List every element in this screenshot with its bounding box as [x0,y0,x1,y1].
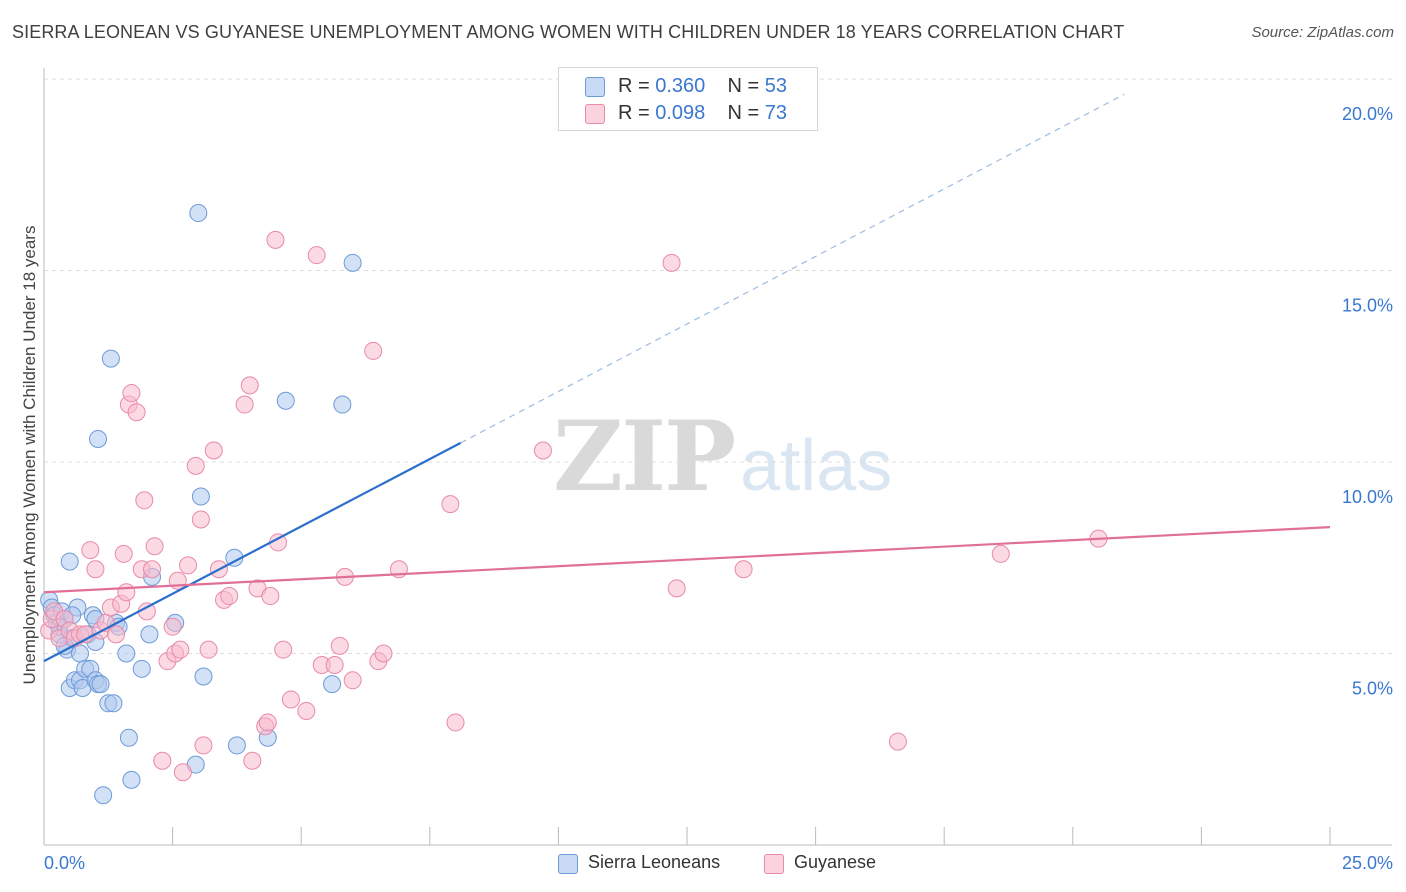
point-guyanese-51 [274,640,293,659]
legend-r-value: 0.098 [655,102,706,124]
point-guyanese-48 [261,587,280,606]
x-tick-label-0: 0.0% [44,853,85,873]
watermark-zip: ZIP [553,400,736,513]
watermark: ZIPatlas [553,400,892,513]
trend-extension-sierra-leoneans [460,93,1125,444]
point-guyanese-32 [173,763,192,782]
point-guyanese-68 [667,579,686,598]
point-guyanese-38 [204,441,223,460]
point-guyanese-20 [127,403,146,422]
point-sierra-leoneans-13 [71,644,90,663]
y-tick-label-3: 20.0% [1342,104,1393,124]
point-guyanese-52 [281,690,300,709]
point-sierra-leoneans-26 [94,786,113,805]
point-sierra-leoneans-25 [91,675,110,694]
point-guyanese-59 [343,671,362,690]
legend-swatch-guyanese [585,104,605,124]
point-guyanese-43 [240,376,259,395]
point-sierra-leoneans-9 [60,552,79,571]
y-tick-label-1: 10.0% [1342,487,1393,507]
point-sierra-leoneans-46 [276,391,295,410]
point-guyanese-31 [171,640,190,659]
point-guyanese-28 [163,617,182,636]
point-guyanese-25 [145,537,164,556]
point-guyanese-53 [297,701,316,720]
bottom-legend-label-sierra-leoneans: Sierra Leoneans [588,852,721,872]
point-guyanese-24 [143,560,162,579]
point-guyanese-64 [441,495,460,514]
legend-r-label: R = [618,102,656,124]
watermark-atlas: atlas [740,426,893,506]
point-sierra-leoneans-41 [191,487,210,506]
legend-n-value: 73 [764,102,788,124]
point-sierra-leoneans-44 [227,736,246,755]
point-guyanese-66 [533,441,552,460]
point-guyanese-49 [266,230,285,249]
point-guyanese-33 [179,556,198,575]
legend-r-value: 0.360 [655,75,706,97]
legend-swatch-sierra-leoneans [585,77,605,97]
point-guyanese-60 [364,341,383,360]
point-guyanese-54 [307,246,326,265]
y-axis-label: Unemployment Among Women with Children U… [20,225,39,685]
point-guyanese-70 [888,732,907,751]
point-sierra-leoneans-48 [333,395,352,414]
bottom-legend-swatch-sierra-leoneans [558,854,578,874]
source-label: Source: ZipAtlas.com [1251,24,1394,41]
legend-text-sierra-leoneans: R = 0.360 N = 53 [618,75,787,98]
point-sierra-leoneans-47 [323,675,342,694]
point-guyanese-17 [114,544,133,563]
x-tick-label-1: 25.0% [1342,853,1393,873]
point-guyanese-71 [991,544,1010,563]
point-guyanese-34 [186,456,205,475]
point-sierra-leoneans-35 [132,659,151,678]
point-sierra-leoneans-42 [194,667,213,686]
point-sierra-leoneans-29 [104,694,123,713]
chart-title: SIERRA LEONEAN VS GUYANESE UNEMPLOYMENT … [12,22,1125,42]
point-sierra-leoneans-28 [101,349,120,368]
point-guyanese-26 [153,751,172,770]
point-guyanese-62 [374,644,393,663]
legend-text-guyanese: R = 0.098 N = 73 [618,102,787,125]
legend: R = 0.360 N = 53 R = 0.098 N = 73 [558,67,818,131]
trend-line-sierra-leoneans [43,441,462,663]
point-guyanese-14 [107,625,126,644]
point-sierra-leoneans-32 [117,644,136,663]
y-tick-label-0: 5.0% [1352,679,1393,699]
point-guyanese-56 [325,655,344,674]
point-sierra-leoneans-40 [189,204,208,223]
y-tick-label-2: 15.0% [1342,296,1393,316]
point-sierra-leoneans-36 [140,625,159,644]
legend-n-label: N = [727,102,765,124]
point-guyanese-36 [194,736,213,755]
point-guyanese-35 [191,510,210,529]
point-guyanese-65 [446,713,465,732]
point-guyanese-22 [135,491,154,510]
point-guyanese-69 [734,560,753,579]
point-guyanese-44 [243,751,262,770]
point-sierra-leoneans-24 [89,430,108,449]
point-guyanese-41 [220,587,239,606]
point-sierra-leoneans-33 [119,728,138,747]
point-guyanese-16 [117,583,136,602]
point-guyanese-42 [235,395,254,414]
legend-n-value: 53 [764,75,788,97]
bottom-legend-label-guyanese: Guyanese [794,852,877,872]
point-guyanese-10 [86,560,105,579]
point-guyanese-67 [662,253,681,272]
bottom-legend-swatch-guyanese [764,854,784,874]
point-guyanese-9 [81,541,100,560]
point-sierra-leoneans-34 [122,770,141,789]
point-sierra-leoneans-49 [343,253,362,272]
point-guyanese-37 [199,640,218,659]
legend-r-label: R = [618,75,656,97]
point-guyanese-19 [122,384,141,403]
point-guyanese-47 [258,713,277,732]
point-guyanese-57 [330,636,349,655]
trend-line-guyanese [43,526,1331,594]
legend-n-label: N = [727,75,765,97]
